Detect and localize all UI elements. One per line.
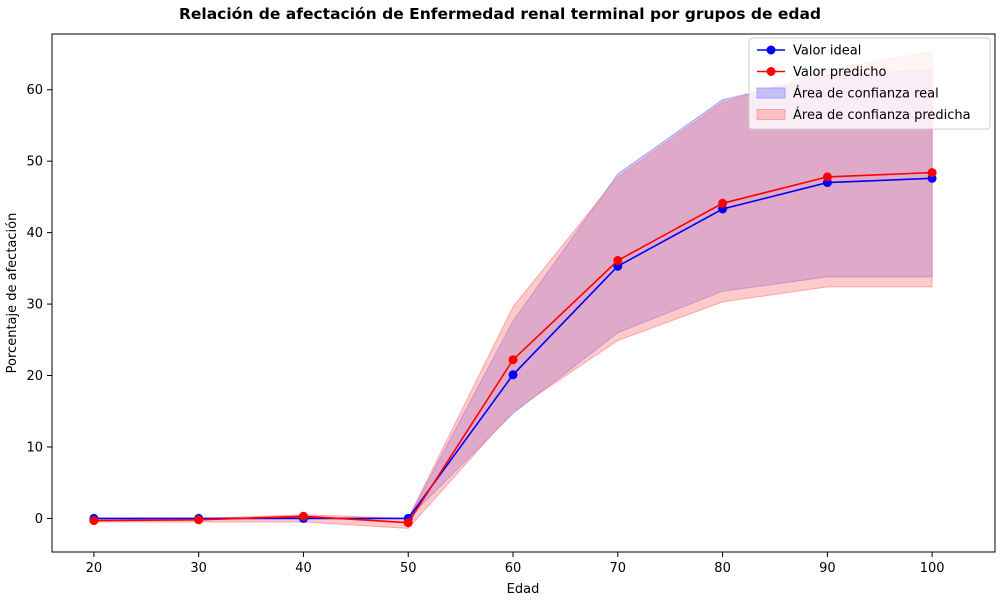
y-tick-label: 0 [35, 512, 43, 527]
legend-entry-label: Valor ideal [793, 44, 861, 59]
series-1-point [508, 370, 518, 380]
x-tick-label: 60 [505, 561, 522, 576]
series-2-point [89, 516, 99, 526]
x-tick-label: 100 [920, 561, 945, 576]
legend-marker-swatch [766, 67, 776, 76]
y-tick-label: 20 [26, 369, 43, 384]
x-tick-label: 70 [610, 561, 627, 576]
y-tick-label: 50 [26, 155, 43, 170]
series-2-point [927, 168, 937, 178]
legend-box [748, 37, 991, 130]
plot-area-frame [51, 33, 996, 553]
series-2-point [299, 511, 308, 521]
y-tick-label: 40 [26, 226, 43, 241]
y-tick-label: 30 [26, 298, 43, 313]
legend-entry-label: Área de confianza real [793, 86, 939, 102]
x-tick-label: 50 [400, 561, 417, 576]
y-axis-label: Porcentaje de afectación [5, 213, 20, 374]
x-tick-label: 20 [86, 561, 103, 576]
x-tick-label: 30 [190, 561, 207, 576]
series-2-point [403, 518, 413, 528]
x-axis: 20 30 40 50 60 70 80 90 100 [86, 552, 945, 576]
x-tick-label: 90 [819, 561, 836, 576]
legend-marker-swatch [766, 45, 776, 55]
x-tick-label: 80 [714, 561, 731, 576]
x-tick-label: 40 [295, 561, 312, 576]
x-axis-label: Edad [507, 582, 540, 597]
series-2-point [613, 256, 623, 265]
series-2-point [718, 198, 728, 208]
legend-patch-swatch [756, 87, 786, 99]
series-lines [89, 168, 937, 528]
y-tick-label: 60 [26, 83, 43, 98]
legend-patch-swatch [756, 109, 786, 120]
series-2-point [822, 172, 832, 182]
legend-entry-label: Área de confianza predicha [793, 107, 971, 123]
series-2-point [194, 515, 204, 525]
legend: Valor ideal Valor predicho Área de confian… [748, 37, 991, 130]
series-2-point [508, 355, 518, 365]
y-tick-label: 10 [26, 440, 43, 455]
legend-entry-label: Valor predicho [793, 65, 886, 80]
y-axis: 0 10 20 30 40 50 60 [26, 83, 52, 527]
chart-title: Relación de afectación de Enfermedad ren… [179, 5, 821, 23]
